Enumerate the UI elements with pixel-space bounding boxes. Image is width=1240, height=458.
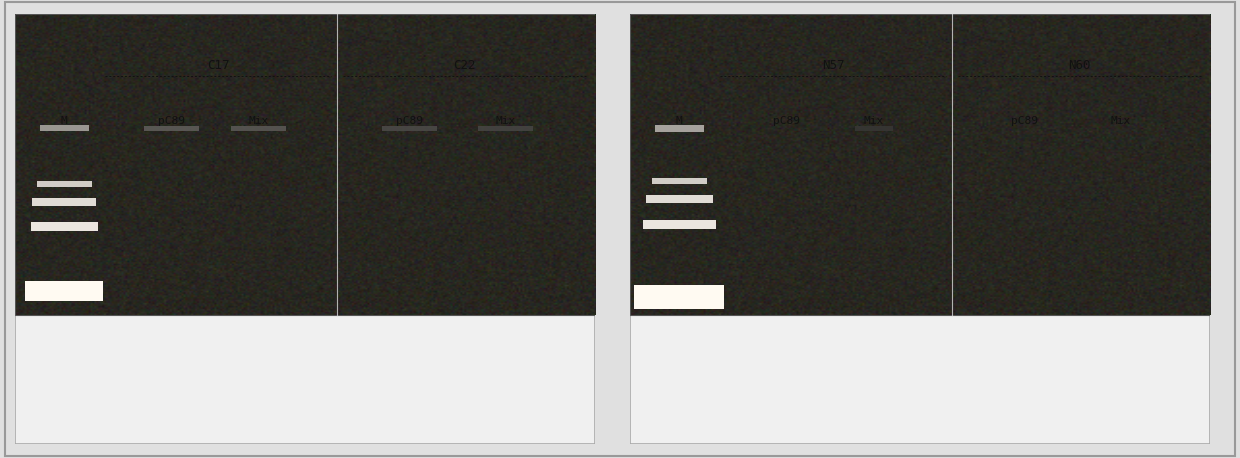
- Text: pC89: pC89: [157, 116, 185, 126]
- Bar: [477, 125, 533, 131]
- Text: pC89: pC89: [773, 116, 800, 126]
- Bar: [646, 195, 713, 203]
- Text: Mix: Mix: [248, 116, 269, 126]
- Bar: [231, 125, 286, 131]
- Bar: [40, 125, 89, 131]
- Text: C22: C22: [454, 59, 476, 72]
- Bar: [652, 178, 707, 184]
- Text: Mix: Mix: [863, 116, 884, 126]
- Text: N57: N57: [822, 59, 844, 72]
- Text: N60: N60: [1069, 59, 1091, 72]
- Bar: [32, 198, 97, 206]
- Text: pC89: pC89: [1011, 116, 1038, 126]
- Bar: [635, 285, 724, 309]
- Bar: [15, 14, 595, 315]
- Text: Mix: Mix: [495, 116, 516, 126]
- Bar: [655, 125, 704, 132]
- Bar: [382, 125, 436, 131]
- Bar: [37, 181, 92, 187]
- Bar: [144, 125, 200, 131]
- Text: M: M: [676, 116, 683, 126]
- Bar: [630, 14, 1210, 315]
- Text: pC89: pC89: [396, 116, 423, 126]
- Bar: [31, 222, 98, 231]
- Text: Mix: Mix: [1110, 116, 1131, 126]
- Text: M: M: [61, 116, 68, 126]
- Bar: [644, 220, 715, 229]
- Bar: [25, 281, 103, 301]
- Bar: [854, 126, 893, 131]
- Text: C17: C17: [207, 59, 229, 72]
